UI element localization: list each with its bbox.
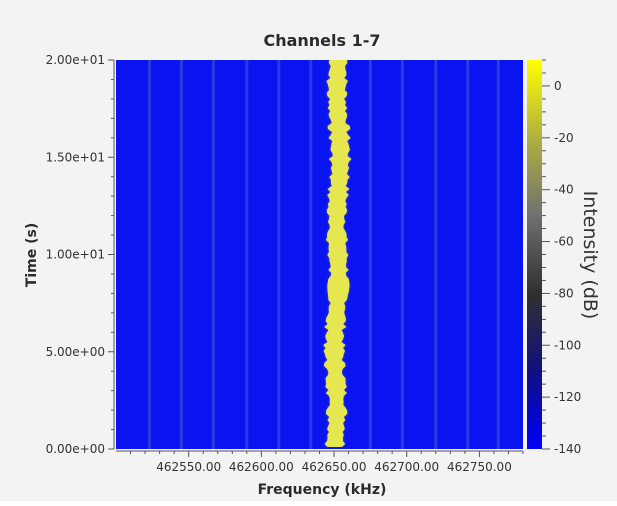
x-tick-label: 462650.00 bbox=[302, 460, 367, 474]
y-tick-label: 1.00e+01 bbox=[46, 248, 105, 262]
x-axis-label: Frequency (kHz) bbox=[258, 482, 387, 498]
faint-channel-line bbox=[277, 60, 281, 449]
y-tick-label: 5.00e+00 bbox=[46, 345, 105, 359]
x-tick-label: 462600.00 bbox=[229, 460, 294, 474]
colorbar-ticks: 0 -20 -40 -60 -80 -100 -120 -140 bbox=[542, 59, 581, 456]
faint-channel-line bbox=[147, 60, 151, 449]
faint-channel-line bbox=[466, 60, 470, 449]
chart-title: Channels 1-7 bbox=[263, 31, 380, 50]
signal-band bbox=[323, 60, 352, 447]
colorbar-label: Intensity (dB) bbox=[579, 191, 601, 320]
colorbar-tick-label: -100 bbox=[554, 338, 581, 352]
plot-area bbox=[116, 60, 523, 449]
signal-trace bbox=[323, 60, 352, 447]
y-axis-ticks: 0.00e+00 5.00e+00 1.00e+01 1.50e+01 2.00e+01 bbox=[46, 53, 114, 456]
faint-channel-line bbox=[434, 60, 438, 449]
faint-channel-line bbox=[211, 60, 215, 449]
colorbar bbox=[527, 60, 542, 449]
colorbar-tick-label: -40 bbox=[554, 183, 574, 197]
x-tick-label: 462700.00 bbox=[374, 460, 439, 474]
faint-channel-line bbox=[400, 60, 404, 449]
background-channel-lines bbox=[147, 60, 500, 449]
x-tick-label: 462550.00 bbox=[156, 460, 221, 474]
x-tick-label: 462750.00 bbox=[447, 460, 512, 474]
y-tick-label: 0.00e+00 bbox=[46, 442, 105, 456]
x-axis-ticks: 462550.00 462600.00 462650.00 462700.00 4627… bbox=[130, 451, 524, 474]
y-tick-label: 2.00e+01 bbox=[46, 53, 105, 67]
y-tick-label: 1.50e+01 bbox=[46, 150, 105, 164]
faint-channel-line bbox=[245, 60, 249, 449]
colorbar-tick-label: 0 bbox=[554, 79, 562, 93]
colorbar-tick-label: -120 bbox=[554, 390, 581, 404]
faint-channel-line bbox=[179, 60, 183, 449]
y-axis-label: Time (s) bbox=[24, 223, 40, 287]
faint-channel-line bbox=[368, 60, 372, 449]
faint-channel-line bbox=[309, 60, 313, 449]
colorbar-tick-label: -80 bbox=[554, 286, 574, 300]
colorbar-tick-label: -140 bbox=[554, 442, 581, 456]
colorbar-tick-label: -20 bbox=[554, 131, 574, 145]
colorbar-tick-label: -60 bbox=[554, 235, 574, 249]
faint-channel-line bbox=[496, 60, 500, 449]
